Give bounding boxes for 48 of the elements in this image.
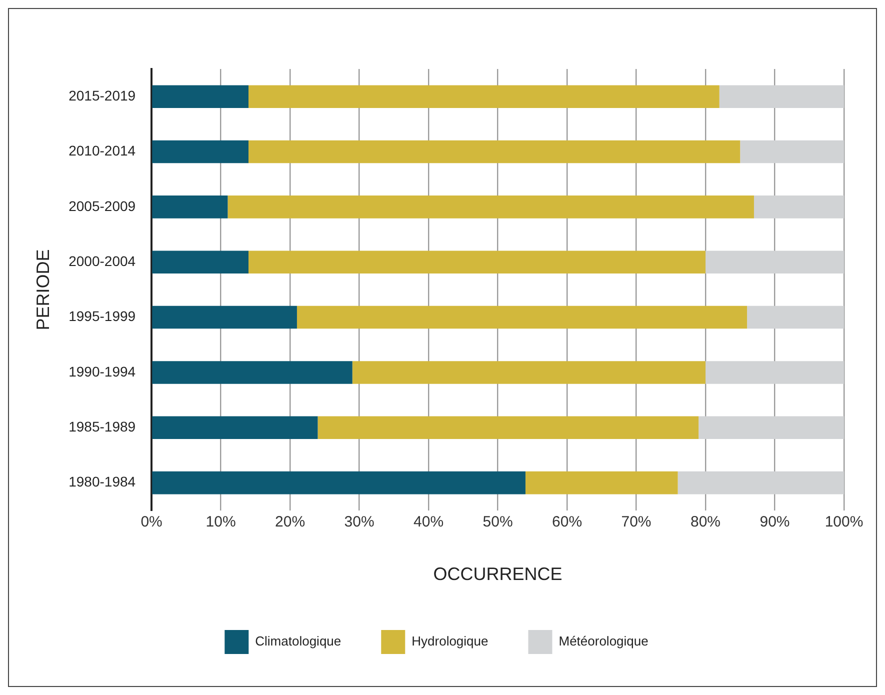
x-tick-label: 10% (206, 514, 236, 531)
bar (248, 85, 720, 108)
bar (152, 196, 228, 218)
bar (152, 85, 248, 108)
x-tick-label: 60% (552, 514, 582, 531)
bar (706, 250, 844, 274)
bar (152, 140, 248, 164)
y-tick-label: 1980-1984 (68, 474, 136, 490)
legend-label: Climatologique (255, 634, 342, 649)
y-axis-title: PERIODE (32, 249, 53, 330)
bar (525, 471, 678, 494)
bar (152, 471, 526, 494)
x-tick-label: 20% (275, 514, 306, 531)
bar (296, 306, 748, 329)
bar (706, 361, 844, 384)
bar (352, 361, 706, 384)
bar (152, 416, 318, 440)
x-tick-label: 90% (760, 514, 790, 531)
x-tick-label: 70% (621, 514, 652, 531)
bar (740, 140, 844, 164)
y-tick-label: 2005-2009 (68, 198, 136, 214)
bar (248, 140, 740, 164)
x-tick-label: 40% (414, 514, 444, 531)
bar (754, 196, 844, 218)
y-tick-label: 2000-2004 (68, 252, 136, 269)
bar (318, 416, 699, 440)
y-tick-label: 2015-2019 (68, 87, 136, 104)
legend-label: Hydrologique (412, 634, 488, 649)
bar (747, 306, 844, 329)
x-tick-label: 50% (482, 514, 513, 531)
y-tick-label: 1990-1994 (68, 363, 136, 380)
x-tick-label: 80% (690, 514, 721, 531)
x-tick-label: 0% (140, 514, 162, 531)
bar (248, 250, 706, 274)
x-tick-label: 30% (344, 514, 374, 531)
y-tick-label: 1995-1999 (68, 308, 136, 324)
bar (698, 416, 844, 440)
bar (152, 250, 248, 274)
bar (152, 306, 297, 329)
bar (152, 361, 352, 384)
y-tick-label: 1985-1989 (68, 418, 136, 434)
x-axis-title: OCCURRENCE (433, 564, 562, 584)
x-tick-label: 100% (824, 514, 864, 531)
y-tick-label: 2010-2014 (68, 142, 136, 159)
legend-label: Météorologique (558, 634, 648, 649)
bar (678, 471, 844, 494)
bar (719, 85, 844, 108)
bar (228, 196, 754, 218)
